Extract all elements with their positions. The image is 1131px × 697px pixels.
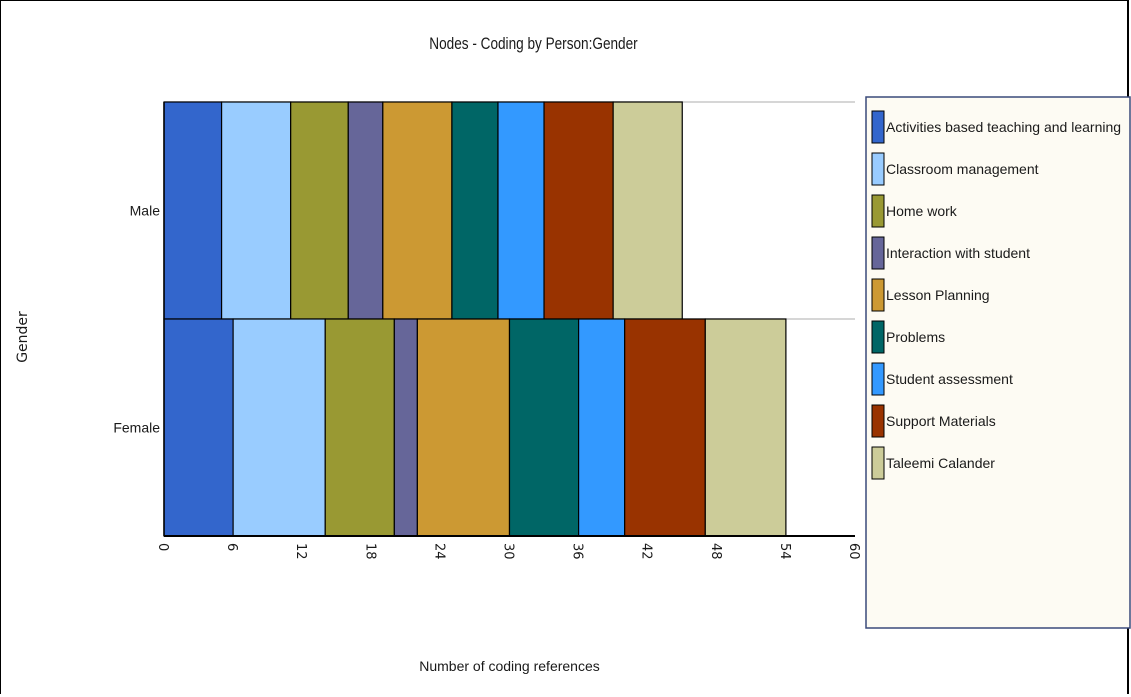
bar-male-7 (497, 101, 545, 320)
legend-label: Lesson Planning (886, 287, 990, 303)
legend-label: Home work (886, 203, 958, 219)
x-tick-label: 18 (362, 543, 377, 560)
category-labels: Male Female (113, 203, 160, 436)
bar-male-3 (290, 101, 349, 320)
x-tick-label: 48 (708, 543, 723, 560)
x-tick-label: 54 (777, 543, 792, 560)
bar-male-6 (451, 101, 499, 320)
bar-female-1 (163, 318, 234, 537)
legend-swatch (871, 152, 885, 186)
category-label: Male (130, 203, 161, 219)
bar-female-2 (232, 318, 326, 537)
x-tick-label: 12 (293, 543, 308, 560)
bar-male-8 (543, 101, 614, 320)
legend-label: Taleemi Calander (886, 455, 995, 471)
x-tick-label: 24 (431, 543, 446, 560)
legend-swatch (871, 110, 885, 144)
x-tick-label: 30 (501, 543, 516, 560)
legend-swatch (871, 194, 885, 228)
bar-male-9 (612, 101, 683, 320)
x-tick-labels: 0 6 12 18 24 30 36 42 48 54 60 (155, 543, 861, 560)
bar-female-8 (624, 318, 706, 537)
legend-swatch (871, 320, 885, 354)
legend-swatch (871, 362, 885, 396)
legend-label: Support Materials (886, 413, 996, 429)
x-tick-label: 36 (570, 543, 585, 560)
chart-title: Nodes - Coding by Person:Gender (429, 35, 637, 54)
x-tick-label: 0 (155, 543, 170, 551)
bar-male-2 (220, 101, 292, 320)
bar-female-7 (577, 318, 626, 537)
y-axis-title: Gender (15, 311, 31, 363)
bar-female-4 (393, 318, 418, 537)
bar-female-3 (324, 318, 395, 537)
legend-label: Activities based teaching and learning (886, 119, 1121, 135)
legend-swatch (871, 236, 885, 270)
legend-box (865, 96, 1131, 629)
bar-male-5 (382, 101, 453, 320)
legend-swatch (871, 278, 885, 312)
legend-label: Interaction with student (886, 245, 1030, 261)
legend: Activities based teaching and learning Cl… (865, 96, 1131, 629)
category-label: Female (113, 420, 160, 436)
bar-female-9 (704, 318, 787, 537)
bar-female-5 (416, 318, 511, 537)
x-tick-label: 60 (846, 543, 861, 560)
axes (163, 102, 855, 537)
legend-label: Classroom management (886, 161, 1039, 177)
bar-male-1 (163, 101, 223, 320)
x-tick-label: 6 (224, 543, 239, 551)
bar-male-4 (347, 101, 384, 320)
legend-swatch (871, 404, 885, 438)
bar-female-6 (508, 318, 580, 537)
bars (163, 101, 787, 537)
x-axis-title: Number of coding references (419, 658, 600, 674)
legend-swatch (871, 446, 885, 480)
legend-label: Problems (886, 329, 945, 345)
x-tick-label: 42 (639, 543, 654, 560)
legend-label: Student assessment (886, 371, 1013, 387)
